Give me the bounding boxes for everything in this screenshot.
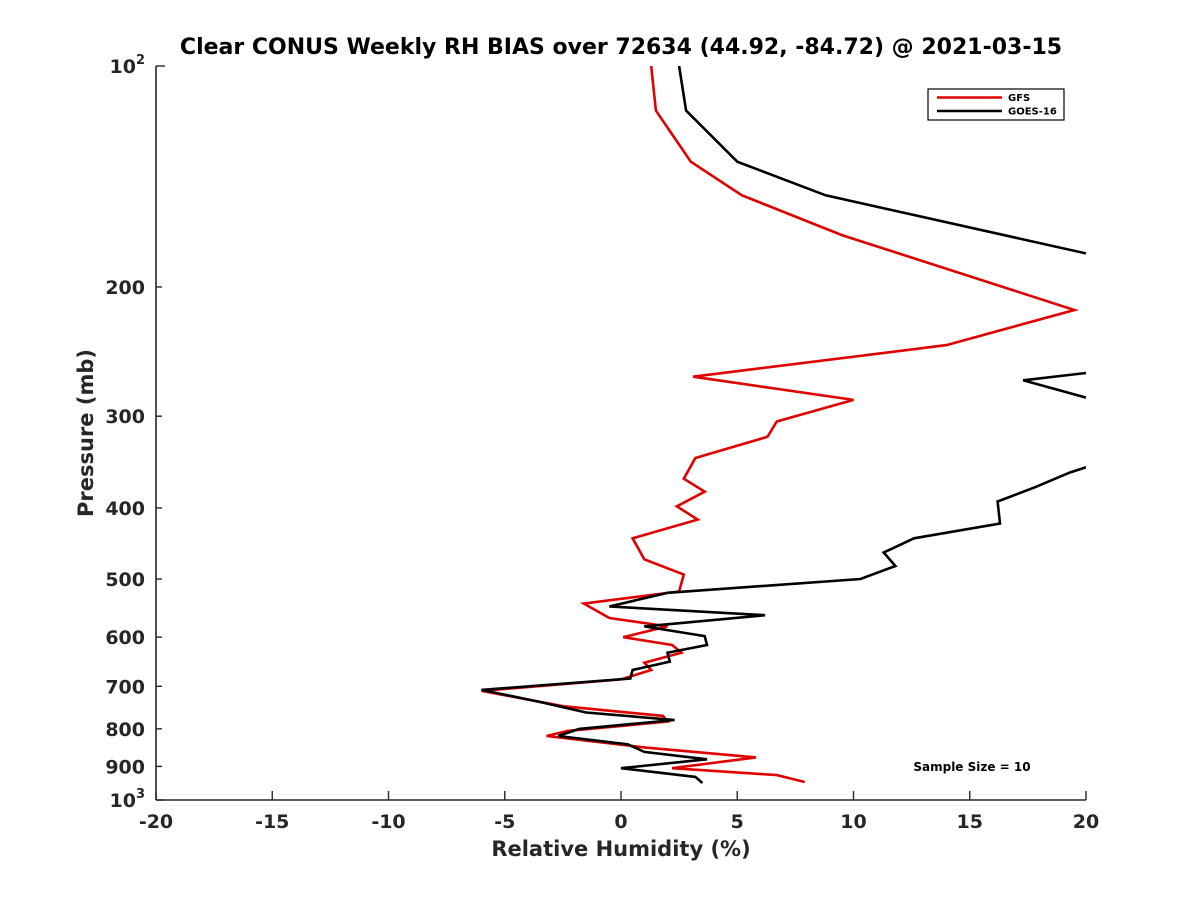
x-axis-label: Relative Humidity (%): [491, 837, 750, 861]
x-tick-label: -5: [494, 811, 515, 833]
y-tick-label: 700: [105, 676, 145, 698]
y-axis-label: Pressure (mb): [74, 349, 98, 517]
y-tick-label: 500: [105, 569, 145, 591]
series-line-gfs: [481, 66, 1079, 784]
y-tick-label: 300: [105, 406, 145, 428]
legend-box: [927, 88, 1065, 121]
y-tick-label: 102: [110, 53, 146, 78]
y-tick-label: 400: [105, 498, 145, 520]
legend: GFS GOES-16: [927, 88, 1065, 121]
x-tick-label: 10: [840, 811, 866, 833]
sample-size-annotation: Sample Size = 10: [913, 760, 1030, 774]
y-tick-label: 800: [105, 719, 145, 741]
chart-title: Clear CONUS Weekly RH BIAS over 72634 (4…: [180, 35, 1062, 60]
x-tick-label: 15: [957, 811, 983, 833]
x-axis: -20 -15 -10 -5 0 5 10 15 20: [139, 791, 1099, 833]
legend-label-goes16: GOES-16: [1008, 107, 1057, 118]
y-tick-label: 103: [110, 787, 146, 812]
x-tick-label: 0: [614, 811, 627, 833]
y-axis: 102 200 300 400 500 600 700 800 900 103: [105, 53, 165, 812]
plot-area: [481, 66, 1086, 784]
x-tick-label: -15: [255, 811, 289, 833]
x-tick-label: 5: [731, 811, 744, 833]
x-tick-label: 20: [1073, 811, 1099, 833]
y-tick-label: 900: [105, 756, 145, 778]
y-tick-label: 600: [105, 627, 145, 649]
series-line-goes16: [481, 66, 1086, 784]
legend-label-gfs: GFS: [1008, 93, 1030, 104]
x-tick-label: -10: [371, 811, 405, 833]
y-tick-label: 200: [105, 277, 145, 299]
x-tick-label: -20: [139, 811, 173, 833]
